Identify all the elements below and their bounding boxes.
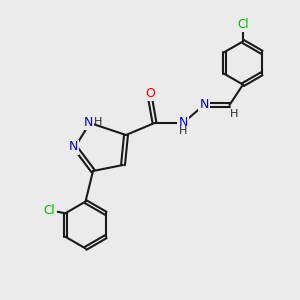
Text: H: H [230, 109, 238, 119]
Text: N: N [69, 140, 78, 154]
Text: H: H [179, 126, 187, 136]
Text: O: O [145, 87, 155, 101]
Text: N: N [178, 116, 188, 129]
Text: H: H [94, 117, 102, 128]
Text: Cl: Cl [43, 204, 55, 217]
Text: N: N [199, 98, 209, 111]
Text: Cl: Cl [237, 18, 249, 32]
Text: N: N [84, 116, 93, 129]
